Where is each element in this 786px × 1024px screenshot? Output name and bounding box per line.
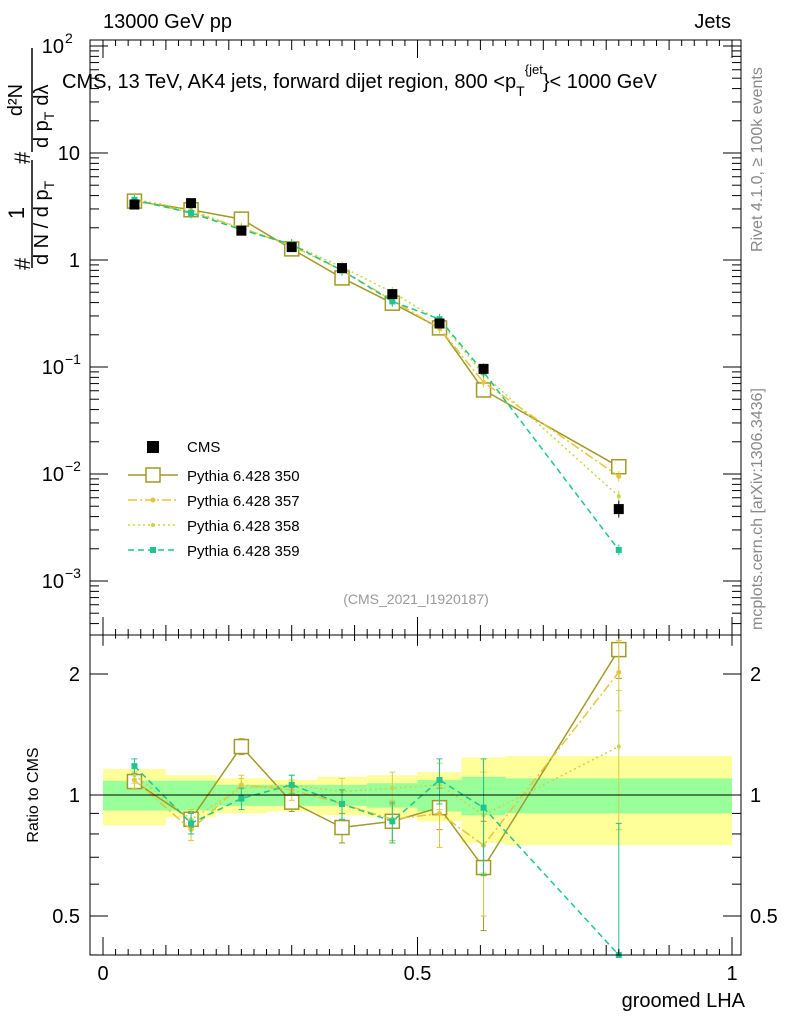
- y-tick-label-main-exp-4: −2: [65, 458, 81, 474]
- x-axis-label: groomed LHA: [622, 990, 746, 1012]
- ratio-point-series-2-0: [132, 773, 137, 778]
- y-tick-label-ratio-left-1: 1: [69, 785, 80, 807]
- x-tick-label-2: 1: [726, 963, 737, 985]
- y-tick-label-ratio-left-2: 0.5: [52, 906, 80, 928]
- y-label-hash-1: #: [10, 257, 35, 270]
- ratio-point-series-3-2: [238, 795, 245, 802]
- main-point-series-3-1: [188, 209, 195, 216]
- analysis-tag: (CMS_2021_I1920187): [343, 591, 489, 607]
- legend-marker-359: [150, 547, 156, 553]
- header-left-label: 13000 GeV pp: [103, 11, 232, 33]
- data-point-1: [186, 198, 197, 209]
- main-line-series-0: [134, 200, 620, 468]
- ratio-point-series-3-4: [339, 800, 346, 807]
- legend-label-359: Pythia 6.428 359: [187, 543, 300, 560]
- x-tick-label-0: 0: [97, 963, 108, 985]
- legend-marker-357: [150, 497, 156, 503]
- legend-label-cms: CMS: [187, 439, 220, 456]
- ratio-point-series-3-5: [389, 818, 396, 825]
- main-line-series-1: [134, 199, 620, 477]
- y-tick-label-ratio-right-0: 2: [750, 664, 761, 686]
- ratio-point-series-3-7: [480, 804, 487, 811]
- y-tick-label-ratio-right-1: 1: [750, 785, 761, 807]
- ratio-panel-curves: [126, 634, 627, 958]
- uncertainty-bands: [103, 756, 732, 846]
- ratio-point-series-0-4: [334, 819, 350, 836]
- main-point-series-3-5: [389, 298, 396, 305]
- legend-label-350: Pythia 6.428 350: [187, 468, 300, 485]
- y-tick-label-main-4: 10: [42, 464, 64, 486]
- x-tick-label-1: 0.5: [404, 963, 432, 985]
- ratio-point-series-2-5: [390, 786, 395, 791]
- data-point-6: [434, 318, 445, 329]
- data-point-4: [337, 263, 348, 274]
- y-label-frac1-den: d N / d pT: [31, 180, 57, 265]
- data-point-3: [286, 242, 297, 253]
- main-point-series-1-8: [616, 473, 622, 479]
- main-line-series-2: [134, 198, 620, 497]
- legend-marker-350: [145, 467, 161, 483]
- ratio-point-series-0-2: [233, 738, 250, 755]
- y-label-frac2-den: d pTdλ: [31, 85, 57, 149]
- data-point-5: [387, 289, 398, 300]
- ratio-point-series-1-8: [616, 669, 622, 675]
- y-tick-label-ratio-left-0: 2: [69, 664, 80, 686]
- ratio-point-series-2-8: [616, 744, 621, 749]
- y-tick-label-main-5: 10: [42, 571, 64, 593]
- y-label-hash-2: #: [10, 151, 35, 164]
- header-right-label: Jets: [694, 11, 731, 33]
- ratio-line-series-2: [133, 745, 620, 821]
- y-label-frac1-num: 1: [4, 207, 29, 219]
- y-tick-label-main-0: 10: [42, 36, 64, 58]
- legend-label-357: Pythia 6.428 357: [187, 493, 300, 510]
- y-tick-label-main-exp-0: 2: [65, 30, 73, 46]
- y-tick-label-main-1: 10: [58, 143, 80, 165]
- y-tick-label-main-exp-5: −3: [65, 565, 81, 581]
- ratio-point-series-3-6: [436, 776, 443, 783]
- ratio-point-series-3-3: [288, 781, 295, 788]
- y-tick-label-main-exp-3: −1: [65, 351, 81, 367]
- ratio-point-series-3-0: [131, 763, 138, 770]
- y-tick-label-main-3: 10: [42, 357, 64, 379]
- legend-marker-cms: [147, 441, 159, 453]
- data-point-7: [478, 363, 489, 374]
- ratio-point-series-3-1: [188, 820, 195, 827]
- y-axis-label-lower: Ratio to CMS: [25, 747, 42, 842]
- main-point-series-1-7: [481, 379, 487, 385]
- data-point-8: [613, 504, 624, 515]
- y-axis-label-upper: # # 1 d N / d pT d²N d pTdλ: [4, 48, 57, 270]
- main-point-series-3-8: [615, 546, 622, 553]
- main-point-series-2-8: [616, 494, 621, 499]
- side-text-version: Rivet 4.1.0, ≥ 100k events: [749, 67, 766, 252]
- data-point-0: [129, 199, 140, 210]
- legend: CMS Pythia 6.428 350 Pythia 6.428 357 Py…: [128, 439, 300, 560]
- data-point-2: [236, 225, 247, 236]
- plot-title: CMS, 13 TeV, AK4 jets, forward dijet reg…: [62, 62, 657, 99]
- data-points: [129, 198, 624, 518]
- side-text-site: mcplots.cern.ch [arXiv:1306.3436]: [749, 388, 766, 630]
- legend-marker-358: [151, 523, 155, 527]
- ratio-point-series-1-6: [437, 810, 443, 816]
- y-tick-label-ratio-right-2: 0.5: [750, 906, 778, 928]
- y-label-frac2-num: d²N: [5, 84, 27, 116]
- legend-label-358: Pythia 6.428 358: [187, 518, 300, 535]
- y-tick-label-main-2: 1: [69, 250, 80, 272]
